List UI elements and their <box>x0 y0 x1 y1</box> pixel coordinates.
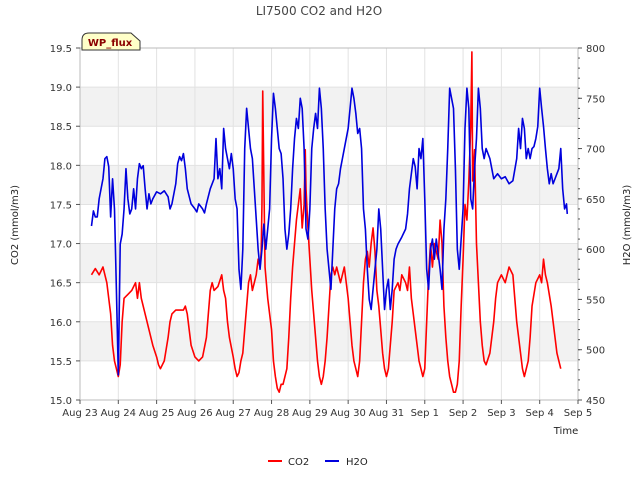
y-left-tick-label: 16.0 <box>50 318 72 329</box>
y-left-tick-label: 19.5 <box>50 44 72 55</box>
y-right-tick-label: 600 <box>586 245 605 256</box>
y-axis-right-title: H2O (mmol/m3) <box>622 185 633 266</box>
x-tick-label: Aug 31 <box>369 408 404 419</box>
y-right-tick-label: 750 <box>586 94 605 105</box>
x-axis-title: Time <box>553 426 578 437</box>
chart-title: LI7500 CO2 and H2O <box>256 4 382 18</box>
wp-flux-badge: WP_flux <box>81 32 141 51</box>
grid-band <box>80 87 578 127</box>
x-axis-ticks: Aug 23 Aug 24 Aug 25 Aug 26 Aug 27 Aug 28 Aug … <box>62 400 592 419</box>
y-left-tick-label: 18.0 <box>50 161 72 172</box>
x-tick-label: Aug 27 <box>216 408 251 419</box>
plot-frame <box>79 47 579 401</box>
y-right-tick-label: 800 <box>586 44 605 55</box>
grid-band <box>80 321 578 361</box>
y-left-tick-label: 15.0 <box>50 396 72 407</box>
series-line-h2o <box>90 87 569 376</box>
badge-label: WP_flux <box>88 38 133 49</box>
y-left-tick-label: 18.5 <box>50 122 72 133</box>
series-layer <box>90 51 569 393</box>
x-tick-label: Sep 3 <box>487 408 515 419</box>
right-axis-ticks: 450 500 550 600 650 700 750 800 <box>578 44 605 407</box>
x-tick-label: Sep 2 <box>449 408 477 419</box>
x-tick-label: Aug 28 <box>254 408 289 419</box>
x-tick-label: Aug 26 <box>177 408 212 419</box>
legend-co2-label: CO2 <box>288 457 309 468</box>
y-left-tick-label: 15.5 <box>50 357 72 368</box>
legend: CO2 H2O <box>268 457 368 468</box>
y-right-tick-label: 700 <box>586 145 605 156</box>
y-left-tick-label: 16.5 <box>50 279 72 290</box>
grid-bands <box>80 87 578 361</box>
y-left-tick-label: 17.0 <box>50 240 72 251</box>
x-tick-label: Aug 23 <box>62 408 97 419</box>
x-tick-label: Sep 1 <box>411 408 439 419</box>
x-tick-label: Sep 5 <box>564 408 592 419</box>
grid-band <box>80 165 578 205</box>
x-tick-label: Aug 29 <box>292 408 327 419</box>
y-right-tick-label: 650 <box>586 195 605 206</box>
left-axis-ticks: 15.0 15.5 16.0 16.5 17.0 17.5 18.0 18.5 19.0 19.5 <box>50 44 80 407</box>
x-tick-label: Aug 25 <box>139 408 174 419</box>
series-line-co2 <box>90 51 562 393</box>
x-tick-label: Aug 30 <box>330 408 365 419</box>
legend-h2o-label: H2O <box>346 457 368 468</box>
x-tick-label: Aug 24 <box>101 408 136 419</box>
x-tick-label: Sep 4 <box>525 408 553 419</box>
y-axis-left-title: CO2 (mmol/m3) <box>10 185 21 265</box>
y-right-tick-label: 500 <box>586 346 605 357</box>
y-right-tick-label: 450 <box>586 396 605 407</box>
y-left-tick-label: 17.5 <box>50 200 72 211</box>
badge-shape <box>81 32 141 51</box>
y-right-tick-label: 550 <box>586 295 605 306</box>
y-left-tick-label: 19.0 <box>50 83 72 94</box>
